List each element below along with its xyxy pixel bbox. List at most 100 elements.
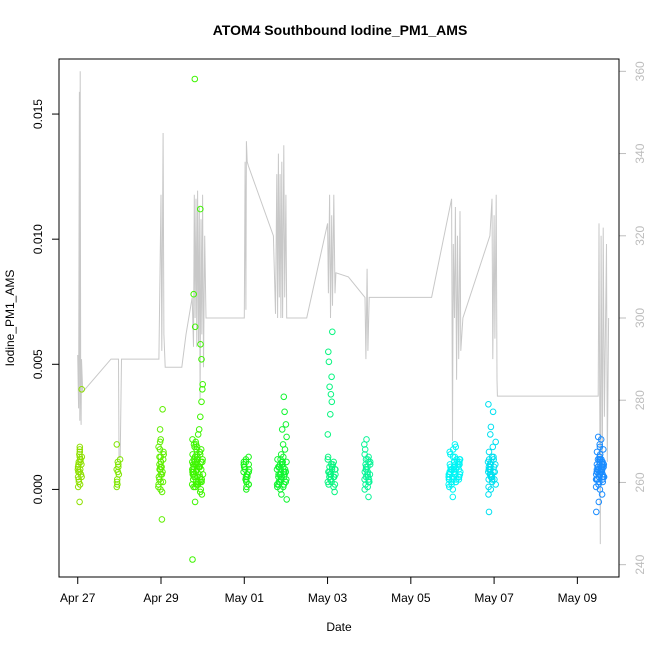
scatter-points-layer — [74, 75, 608, 563]
data-point — [278, 426, 286, 433]
data-point — [361, 486, 369, 493]
data-point — [327, 411, 334, 418]
data-point — [600, 446, 607, 453]
data-point — [331, 488, 338, 496]
data-point — [74, 466, 82, 473]
secondary-line-layer — [77, 71, 610, 545]
data-point — [365, 458, 373, 466]
data-point — [75, 461, 82, 468]
data-point — [328, 373, 335, 381]
data-point — [76, 443, 84, 451]
data-point — [158, 488, 166, 496]
data-point — [365, 493, 372, 501]
data-point — [325, 348, 332, 356]
data-point — [485, 401, 492, 408]
data-point — [189, 476, 197, 483]
data-point — [243, 486, 250, 493]
data-point — [326, 383, 333, 391]
data-point — [196, 473, 204, 481]
y2-tick-label: 300 — [633, 308, 647, 328]
data-point — [328, 398, 336, 406]
data-point — [156, 466, 163, 473]
data-point — [283, 496, 291, 503]
y2-tick-label: 240 — [633, 554, 647, 574]
data-point — [159, 406, 166, 413]
data-point — [281, 466, 289, 473]
data-point — [283, 433, 290, 441]
y-tick-label: 0.000 — [31, 474, 45, 504]
data-point — [456, 458, 463, 466]
data-point — [157, 458, 165, 466]
data-point — [598, 491, 606, 498]
data-point — [113, 476, 121, 483]
data-point — [278, 491, 285, 498]
data-point — [114, 481, 121, 488]
x-tick-label: Apr 29 — [143, 591, 179, 605]
data-point — [276, 461, 284, 468]
secondary-series-line — [77, 71, 610, 545]
data-point — [489, 443, 497, 451]
y2-tick-label: 360 — [633, 61, 647, 81]
data-point — [492, 438, 500, 446]
x-tick-label: May 01 — [225, 591, 265, 605]
data-point — [277, 471, 285, 478]
data-point — [198, 356, 205, 363]
x-tick-label: May 09 — [558, 591, 598, 605]
data-point — [329, 461, 337, 468]
data-point — [113, 483, 121, 491]
data-point — [452, 471, 459, 478]
data-point — [156, 426, 164, 433]
chart-title: ATOM4 Southbound Iodine_PM1_AMS — [213, 22, 468, 38]
data-point — [485, 508, 493, 516]
y2-tick-label: 320 — [633, 225, 647, 245]
data-point — [598, 456, 605, 463]
data-point — [324, 456, 332, 463]
y-tick-label: 0.005 — [31, 349, 45, 379]
data-point — [78, 386, 85, 393]
data-point — [364, 471, 371, 478]
data-point — [282, 478, 290, 486]
data-point — [191, 323, 199, 331]
data-point — [113, 478, 121, 486]
data-point — [74, 483, 82, 491]
y-tick-label: 0.015 — [31, 99, 45, 129]
data-point — [156, 446, 164, 453]
data-point — [326, 468, 333, 476]
data-point — [196, 488, 204, 496]
data-point — [75, 468, 82, 476]
data-point — [191, 498, 199, 506]
data-point — [195, 463, 203, 471]
y2-tick-label: 340 — [633, 143, 647, 163]
data-point — [366, 478, 373, 486]
data-point — [197, 341, 204, 348]
data-point — [194, 431, 202, 438]
data-point — [190, 290, 197, 298]
data-point — [485, 448, 493, 456]
data-point — [113, 441, 121, 448]
data-point — [192, 481, 200, 488]
data-point — [197, 205, 204, 213]
data-point — [486, 466, 494, 473]
data-point — [487, 423, 495, 431]
data-point — [159, 478, 167, 486]
y-axis-label: Iodine_PM1_AMS — [3, 270, 17, 367]
data-point — [282, 421, 290, 428]
x-tick-label: May 03 — [308, 591, 348, 605]
data-point — [242, 458, 250, 466]
data-point — [449, 493, 457, 501]
data-point — [331, 481, 339, 488]
data-point — [193, 443, 201, 451]
data-point — [592, 476, 600, 483]
data-point — [199, 458, 206, 466]
x-tick-label: May 05 — [391, 591, 431, 605]
data-point — [281, 446, 289, 453]
data-point — [445, 476, 453, 483]
data-point — [76, 446, 84, 453]
data-point — [593, 508, 600, 516]
y2-tick-label: 260 — [633, 472, 647, 492]
data-point — [330, 473, 338, 481]
data-point — [332, 466, 339, 473]
data-point — [157, 436, 164, 443]
